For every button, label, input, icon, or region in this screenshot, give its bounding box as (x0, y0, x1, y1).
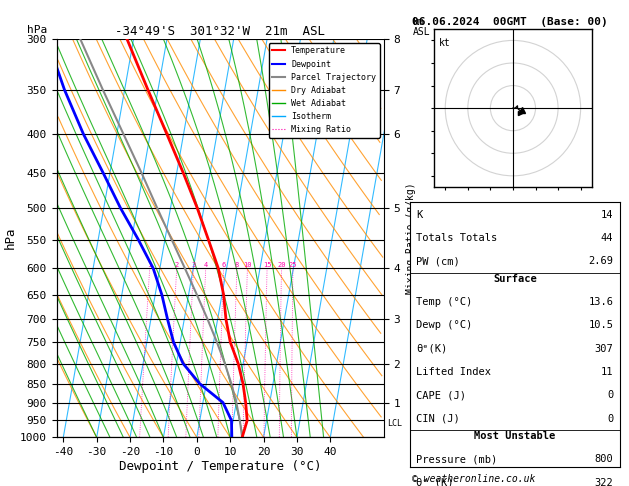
Text: 06.06.2024  00GMT  (Base: 00): 06.06.2024 00GMT (Base: 00) (412, 17, 608, 27)
Text: © weatheronline.co.uk: © weatheronline.co.uk (412, 473, 535, 484)
Text: 15: 15 (263, 262, 271, 268)
Text: Lifted Index: Lifted Index (416, 367, 491, 377)
Title: -34°49'S  301°32'W  21m  ASL: -34°49'S 301°32'W 21m ASL (115, 25, 325, 38)
Text: Surface: Surface (493, 274, 537, 284)
Text: 44: 44 (601, 233, 613, 243)
Text: CAPE (J): CAPE (J) (416, 390, 466, 400)
Text: Most Unstable: Most Unstable (474, 431, 555, 441)
Text: 1: 1 (148, 262, 152, 268)
Text: CIN (J): CIN (J) (416, 414, 460, 424)
Text: 3: 3 (191, 262, 196, 268)
X-axis label: Dewpoint / Temperature (°C): Dewpoint / Temperature (°C) (119, 460, 321, 473)
Text: hPa: hPa (27, 25, 47, 35)
Legend: Temperature, Dewpoint, Parcel Trajectory, Dry Adiabat, Wet Adiabat, Isotherm, Mi: Temperature, Dewpoint, Parcel Trajectory… (269, 43, 379, 138)
Text: 307: 307 (594, 344, 613, 354)
Text: K: K (416, 209, 423, 220)
Y-axis label: hPa: hPa (4, 227, 17, 249)
Text: 0: 0 (607, 390, 613, 400)
Text: 0: 0 (607, 414, 613, 424)
Text: 800: 800 (594, 454, 613, 465)
Text: 2: 2 (175, 262, 179, 268)
Text: 322: 322 (594, 478, 613, 486)
Text: Dewp (°C): Dewp (°C) (416, 320, 472, 330)
Text: 2.69: 2.69 (588, 256, 613, 266)
Text: PW (cm): PW (cm) (416, 256, 460, 266)
Text: Pressure (mb): Pressure (mb) (416, 454, 498, 465)
Text: 13.6: 13.6 (588, 297, 613, 307)
Text: 8: 8 (235, 262, 239, 268)
Text: 25: 25 (289, 262, 297, 268)
Text: km
ASL: km ASL (413, 17, 431, 37)
Text: 20: 20 (277, 262, 286, 268)
Text: 14: 14 (601, 209, 613, 220)
Text: Totals Totals: Totals Totals (416, 233, 498, 243)
Text: θᵉ(K): θᵉ(K) (416, 344, 448, 354)
Text: 10.5: 10.5 (588, 320, 613, 330)
Y-axis label: Mixing Ratio (g/kg): Mixing Ratio (g/kg) (406, 182, 416, 294)
Text: kt: kt (438, 38, 450, 48)
Text: 11: 11 (601, 367, 613, 377)
Text: 6: 6 (221, 262, 226, 268)
Text: LCL: LCL (387, 419, 402, 428)
Text: Temp (°C): Temp (°C) (416, 297, 472, 307)
Text: θᵉ (K): θᵉ (K) (416, 478, 454, 486)
Text: 4: 4 (204, 262, 208, 268)
Text: 10: 10 (243, 262, 252, 268)
